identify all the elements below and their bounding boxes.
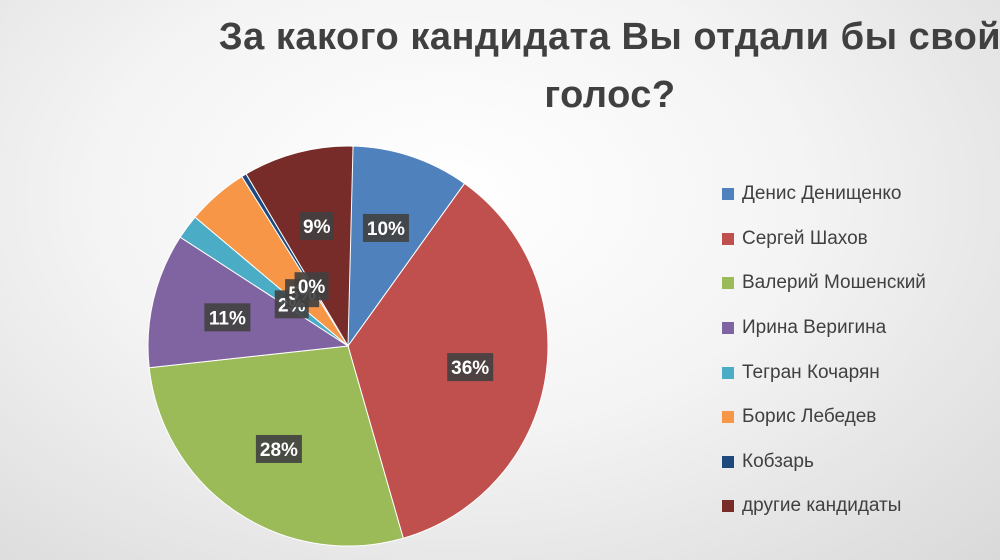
legend-label: Сергей Шахов [742, 227, 868, 249]
pie-slice [147, 236, 350, 369]
legend-swatch [722, 455, 734, 468]
legend-label: Ирина Веригина [742, 317, 887, 339]
legend-swatch [722, 500, 734, 513]
legend-label: другие кандидаты [742, 495, 902, 517]
legend-label: Борис Лебедев [742, 406, 877, 428]
svg-text:9%: 9% [303, 217, 331, 238]
legend-swatch [722, 277, 734, 290]
pie-slice [347, 145, 466, 348]
svg-text:0%: 0% [298, 277, 326, 298]
legend-item: Валерий Мошенский [722, 261, 992, 306]
data-label: 36% [447, 353, 494, 382]
legend-label: Кобзарь [742, 450, 814, 472]
legend-swatch [722, 411, 734, 424]
data-label: 28% [255, 434, 302, 463]
legend-swatch [722, 232, 734, 245]
svg-text:10%: 10% [367, 219, 405, 240]
svg-text:28%: 28% [260, 440, 298, 461]
legend-item: Ирина Веригина [722, 306, 992, 351]
svg-text:11%: 11% [209, 308, 246, 329]
legend-item: другие кандидаты [722, 484, 992, 529]
legend-item: Кобзарь [722, 440, 992, 485]
legend-label: Денис Денищенко [742, 183, 902, 205]
legend-swatch [722, 322, 734, 335]
data-label: 11% [204, 303, 251, 332]
data-label: 9% [299, 212, 334, 241]
chart-title: За какого кандидата Вы отдали бы свой го… [218, 16, 1000, 116]
data-label: 10% [362, 213, 409, 242]
legend-label: Тегран Кочарян [742, 361, 880, 383]
legend-item: Тегран Кочарян [722, 350, 992, 395]
legend-swatch [722, 188, 734, 201]
legend-item: Борис Лебедев [722, 395, 992, 440]
legend-item: Сергей Шахов [722, 217, 992, 262]
legend-item: Денис Денищенко [722, 172, 992, 217]
data-label: 0% [294, 272, 329, 301]
legend-swatch [722, 366, 734, 379]
svg-text:36%: 36% [451, 358, 489, 379]
legend-label: Валерий Мошенский [742, 272, 926, 294]
chart-legend: Денис Денищенко Сергей Шахов Валерий Мошен… [722, 172, 992, 529]
